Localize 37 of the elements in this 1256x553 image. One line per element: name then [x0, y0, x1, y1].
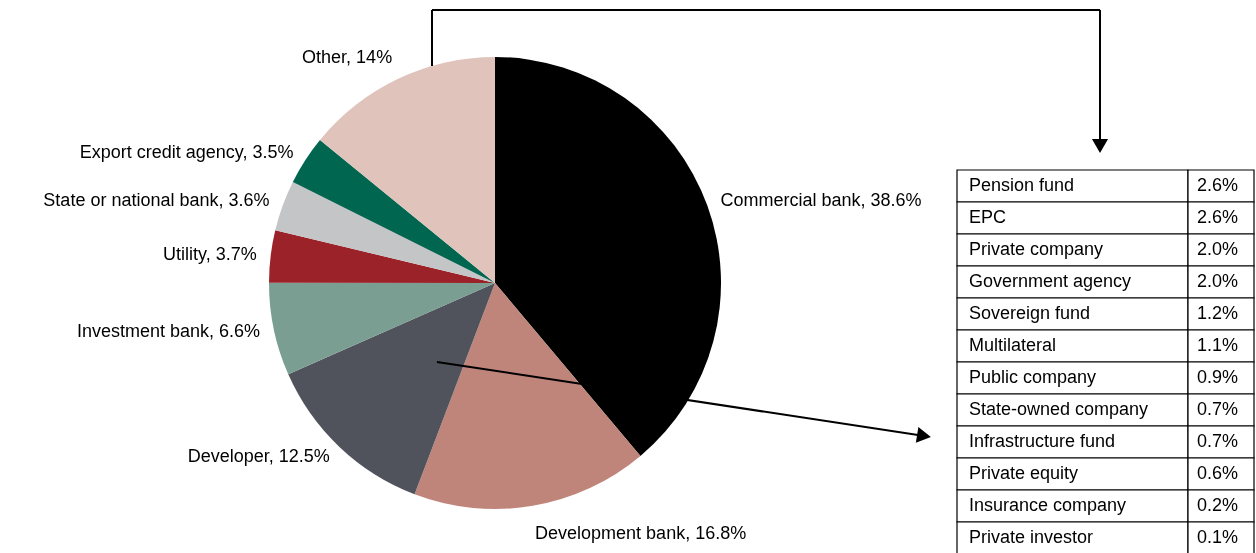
data-label: 0.7%: [1197, 431, 1239, 451]
category-label: Insurance company: [969, 495, 1127, 515]
pie-slice: [292, 140, 495, 283]
data-label: 1.2%: [1197, 303, 1239, 323]
slice-label: State or national bank, 3.6%: [43, 189, 270, 210]
slice-label: Utility, 3.7%: [162, 243, 257, 264]
slice-label: Investment bank, 6.6%: [77, 321, 261, 342]
data-label: 2.0%: [1197, 239, 1239, 259]
pie-slice: [275, 181, 495, 283]
slice-label: Commercial bank, 38.6%: [720, 189, 922, 210]
category-label: Pension fund: [969, 175, 1075, 195]
category-label: Infrastructure fund: [969, 431, 1116, 451]
category-label: Private investor: [969, 527, 1094, 547]
data-label: 2.0%: [1197, 271, 1239, 291]
slice-label: Development bank, 16.8%: [535, 522, 747, 543]
category-label: Government agency: [969, 271, 1132, 291]
data-label: 2.6%: [1197, 207, 1239, 227]
category-label: Public company: [969, 367, 1097, 387]
data-label: 0.9%: [1197, 367, 1239, 387]
pie-slice: [414, 283, 641, 509]
data-label: 2.6%: [1197, 175, 1239, 195]
pie-slice: [269, 230, 495, 283]
category-label: Private company: [969, 239, 1104, 259]
slice-label: Developer, 12.5%: [187, 446, 330, 467]
category-label: Sovereign fund: [969, 303, 1091, 323]
data-label: 0.6%: [1197, 463, 1239, 483]
data-label: 0.7%: [1197, 399, 1239, 419]
category-label: Multilateral: [969, 335, 1057, 355]
slice-label: Other, 14%: [302, 47, 393, 68]
data-label: 1.1%: [1197, 335, 1239, 355]
data-label: 0.2%: [1197, 495, 1239, 515]
category-label: State-owned company: [969, 399, 1149, 419]
slice-label: Export credit agency, 3.5%: [79, 141, 294, 162]
category-label: EPC: [969, 207, 1007, 227]
data-label: 0.1%: [1197, 527, 1239, 547]
pie-slice: [269, 282, 495, 375]
category-label: Private equity: [969, 463, 1079, 483]
